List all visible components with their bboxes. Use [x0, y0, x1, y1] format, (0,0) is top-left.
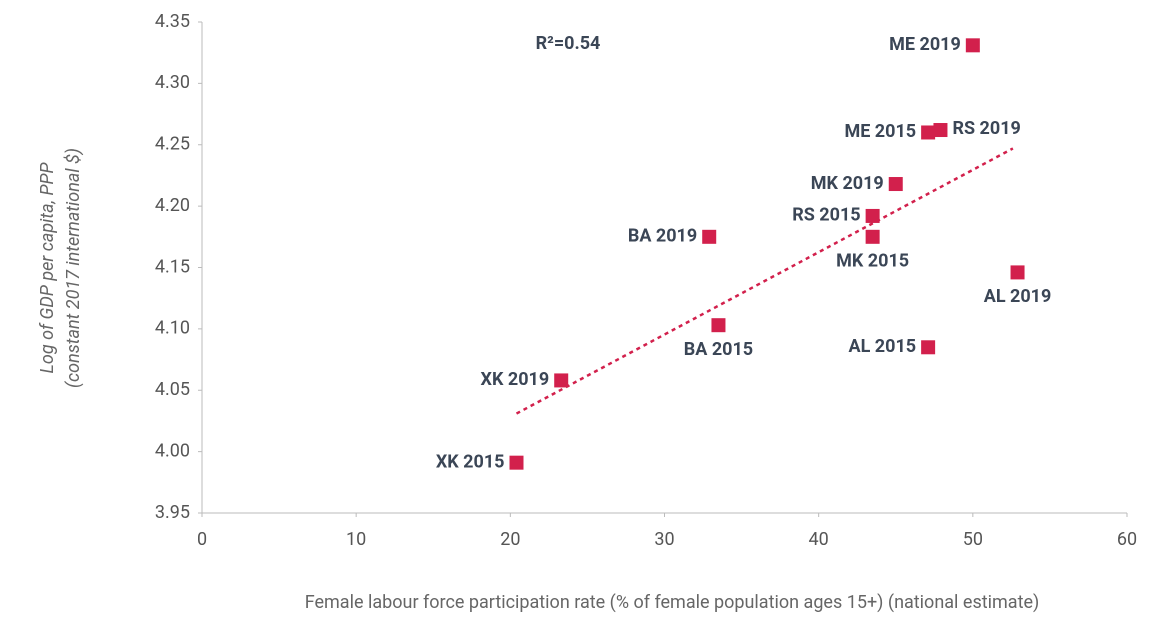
point — [554, 373, 569, 388]
y-axis-title: Log of GDP per capita, PPP — [37, 162, 58, 374]
x-tick-label: 0 — [197, 529, 207, 550]
point-label: AL 2019 — [984, 286, 1052, 307]
x-tick-label: 60 — [1117, 529, 1137, 550]
x-axis-title: Female labour force participation rate (… — [305, 592, 1040, 613]
point-label: AL 2015 — [849, 336, 917, 357]
point — [933, 123, 948, 138]
point — [702, 229, 717, 244]
point-label: ME 2019 — [889, 34, 961, 55]
y-tick-label: 4.25 — [155, 134, 190, 155]
y-tick-label: 3.95 — [155, 502, 190, 523]
x-tick-label: 50 — [963, 529, 983, 550]
point-label: XK 2015 — [436, 451, 505, 472]
point-label: MK 2019 — [811, 173, 884, 194]
x-tick-label: 30 — [654, 529, 674, 550]
annotation: R²=0.54 — [536, 33, 601, 54]
x-tick-label: 40 — [809, 529, 829, 550]
x-tick-label: 10 — [346, 529, 366, 550]
point-label: BA 2019 — [628, 226, 697, 247]
y-tick-label: 4.35 — [155, 11, 190, 32]
point — [711, 318, 726, 333]
point-label: RS 2015 — [792, 205, 860, 226]
point — [921, 125, 936, 140]
point-label: BA 2015 — [684, 339, 753, 360]
y-tick-label: 4.20 — [155, 195, 190, 216]
point-label: ME 2015 — [844, 121, 916, 142]
point — [921, 340, 936, 355]
point-label: XK 2019 — [481, 369, 550, 390]
y-tick-label: 4.30 — [155, 72, 190, 93]
point — [865, 208, 880, 223]
point — [1010, 265, 1025, 280]
y-tick-label: 4.05 — [155, 379, 190, 400]
y-tick-label: 4.00 — [155, 440, 190, 461]
y-axis-title: (constant 2017 international $) — [63, 148, 84, 388]
trendline — [515, 147, 1014, 415]
x-tick-label: 20 — [500, 529, 520, 550]
point — [965, 38, 980, 53]
point — [888, 177, 903, 192]
y-tick-label: 4.10 — [155, 318, 190, 339]
y-tick-label: 4.15 — [155, 256, 190, 277]
point — [865, 229, 880, 244]
point-label: RS 2019 — [952, 118, 1020, 139]
point-label: MK 2015 — [836, 251, 909, 272]
point — [509, 455, 524, 470]
